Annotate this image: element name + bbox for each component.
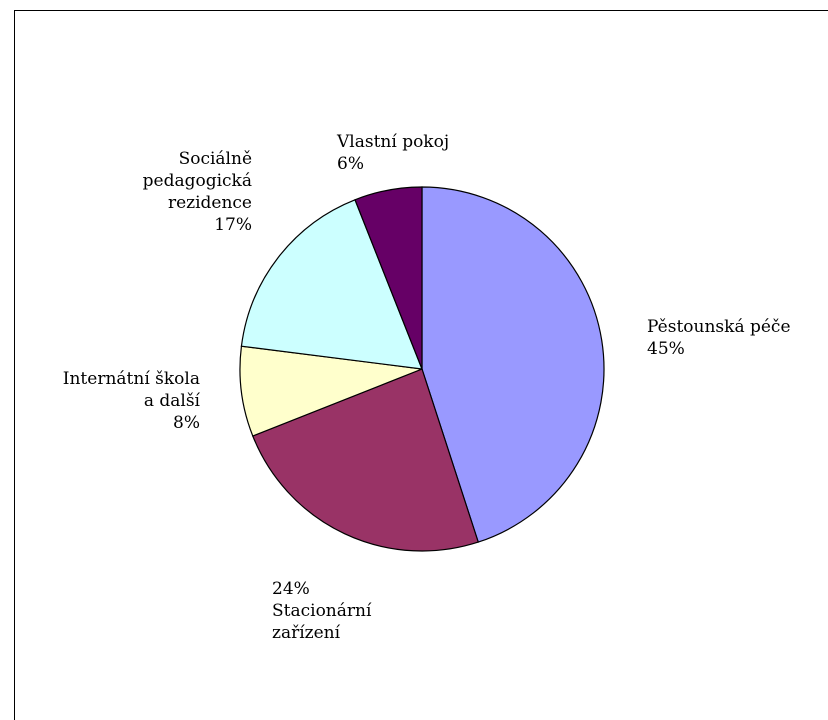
pie-slice-3 [240,199,423,370]
pie-slice-4 [354,186,423,370]
pie-slice-0 [421,186,605,543]
label-socialne-pedagogicka-rezidence: Sociálně pedagogická rezidence 17% [142,149,252,235]
pie-slice-1 [252,368,479,552]
pie-slice-2 [239,345,423,437]
label-stacionarni-zarizeni: 24% Stacionární zařízení [272,579,372,643]
label-internatni-skola: Internátní škola a další 8% [62,369,200,433]
label-vlastni-pokoj: Vlastní pokoj 6% [337,132,450,174]
label-pestounska-pece: Pěstounská péče 45% [647,317,791,359]
